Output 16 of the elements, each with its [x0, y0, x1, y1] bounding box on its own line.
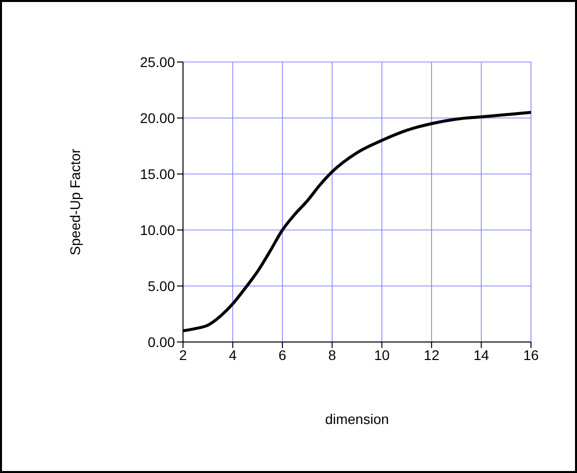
x-tick-label: 12: [424, 346, 440, 363]
x-tick-label: 8: [328, 346, 336, 363]
x-tick-label: 6: [278, 346, 287, 363]
x-tick-label: 4: [228, 346, 237, 363]
x-tick-label: 10: [374, 346, 390, 363]
x-tick-label: 2: [179, 346, 188, 363]
y-tick-label: 20.00: [140, 110, 176, 126]
y-tick-label: 25.00: [140, 54, 176, 70]
y-tick-label: 5.00: [148, 278, 176, 294]
y-axis-title: Speed-Up Factor: [66, 148, 83, 256]
x-tick-label: 16: [523, 346, 539, 363]
x-axis-title: dimension: [325, 411, 389, 427]
y-tick-label: 10.00: [140, 222, 176, 238]
x-tick-label: 14: [473, 346, 490, 363]
y-tick-label: 0.00: [148, 334, 176, 350]
y-tick-label: 15.00: [140, 166, 176, 182]
